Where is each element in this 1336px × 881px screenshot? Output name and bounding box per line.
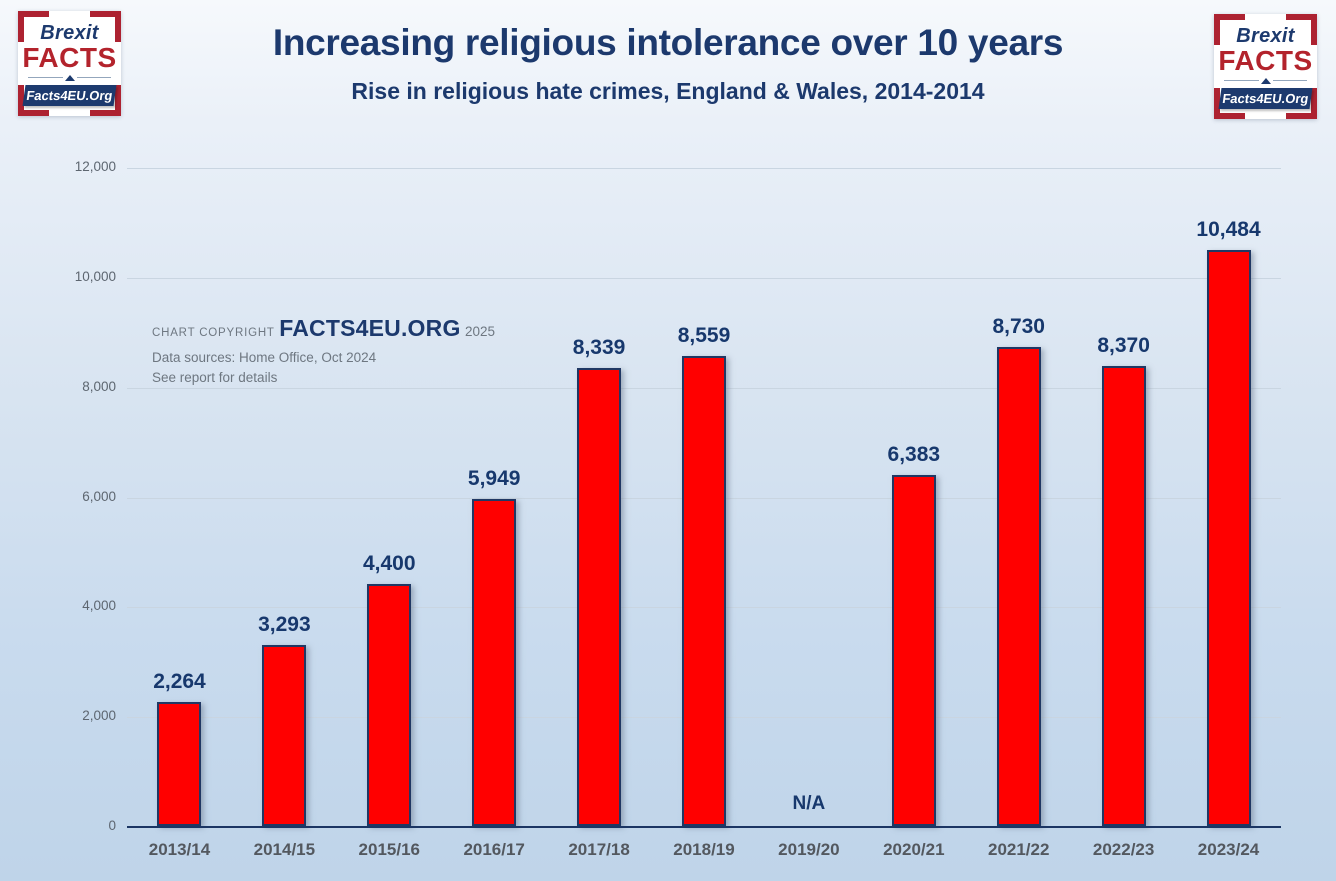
bar-2020-21 [891,475,936,826]
bar-2017-18 [577,368,622,826]
bar-value-label: 10,484 [1196,218,1261,242]
x-tick-label: 2014/15 [253,840,316,859]
logo-banner-text: Facts4EU.Org [1218,87,1313,109]
x-tick-label: 2023/24 [1197,840,1260,859]
x-tick-label: 2015/16 [358,840,420,859]
x-tick-label: 2019/20 [778,840,840,859]
chart-title: Increasing religious intolerance over 10… [272,22,1064,63]
data-sources-text: Data sources: Home Office, Oct 2024 [152,350,377,366]
bar-value-label: 4,400 [362,552,416,576]
logo-brexit-text: Brexit [40,22,99,44]
gridline [127,277,1281,279]
copyright-block: CHART COPYRIGHT FACTS4EU.ORG 2025 Data s… [152,312,495,387]
logo-banner-text: Facts4EU.Org [22,84,117,106]
y-tick-label: 10,000 [74,268,116,284]
x-tick-label: 2013/14 [148,840,211,859]
bar-value-label: 6,383 [887,443,941,467]
y-tick-label: 12,000 [74,159,116,174]
logo-frame-corner [1214,88,1245,119]
copyright-year: 2025 [465,324,496,339]
report-note-text: See report for details [152,369,278,385]
bar-value-label: 2,264 [153,669,206,693]
na-value-label: N/A [792,793,826,814]
x-tick-label: 2022/23 [1092,840,1155,859]
x-axis-line [127,826,1281,828]
bar-2013-14 [157,701,202,826]
bar-value-label: 8,370 [1097,334,1150,358]
x-tick-label: 2018/19 [673,840,735,859]
brexit-facts-logo-right: Brexit FACTS Facts4EU.Org [1214,14,1317,119]
chart-header: Increasing religious intolerance over 10… [130,22,1206,105]
logo-frame-corner [18,11,49,42]
logo-frame-corner [1214,14,1245,45]
bar-2014-15 [262,645,307,826]
logo-frame-corner [1286,88,1317,119]
x-tick-label: 2016/17 [463,840,525,859]
bar-value-label: 8,730 [992,314,1045,338]
bar-2021-22 [996,346,1041,826]
plot-area: 0 2,000 4,000 6,000 8,000 10,000 12,000 2,264 20… [75,159,1281,859]
chart-subtitle: Rise in religious hate crimes, England &… [351,78,985,104]
logo-frame-corner [90,11,121,42]
y-tick-label: 0 [108,818,116,833]
bar-value-label: 8,339 [572,336,626,360]
logo-facts-text: FACTS [1218,45,1313,76]
bar-2022-23 [1101,366,1146,826]
bar-value-label: 8,559 [677,323,731,347]
brexit-facts-logo-left: Brexit FACTS Facts4EU.Org [18,11,121,116]
bar-value-label: 5,949 [467,467,521,491]
logo-divider [1224,77,1307,84]
logo-divider [28,74,111,81]
y-tick-label: 2,000 [82,708,116,724]
bar-2016-17 [472,499,517,826]
x-tick-label: 2021/22 [987,840,1050,859]
logo-frame-corner [90,85,121,116]
bar-2018-19 [682,355,726,826]
triangle-icon [64,74,75,81]
bar-value-label: 3,293 [258,613,311,637]
triangle-icon [1260,77,1271,84]
logo-frame-corner [18,85,49,116]
gridline [127,168,1281,169]
logo-facts-text: FACTS [22,42,117,73]
bar-2015-16 [367,584,412,826]
y-tick-label: 6,000 [82,488,116,504]
x-tick-label: 2017/18 [568,840,630,859]
copyright-prefix: CHART COPYRIGHT [152,327,275,339]
logo-brexit-text: Brexit [1236,25,1295,47]
logo-frame-corner [1286,14,1317,45]
y-tick-label: 4,000 [82,598,116,614]
bar-2023-24 [1206,250,1251,826]
x-tick-label: 2020/21 [883,840,945,859]
copyright-line: CHART COPYRIGHT FACTS4EU.ORG 2025 [152,312,495,345]
y-tick-label: 8,000 [82,378,116,394]
copyright-brand: FACTS4EU.ORG [279,315,461,341]
